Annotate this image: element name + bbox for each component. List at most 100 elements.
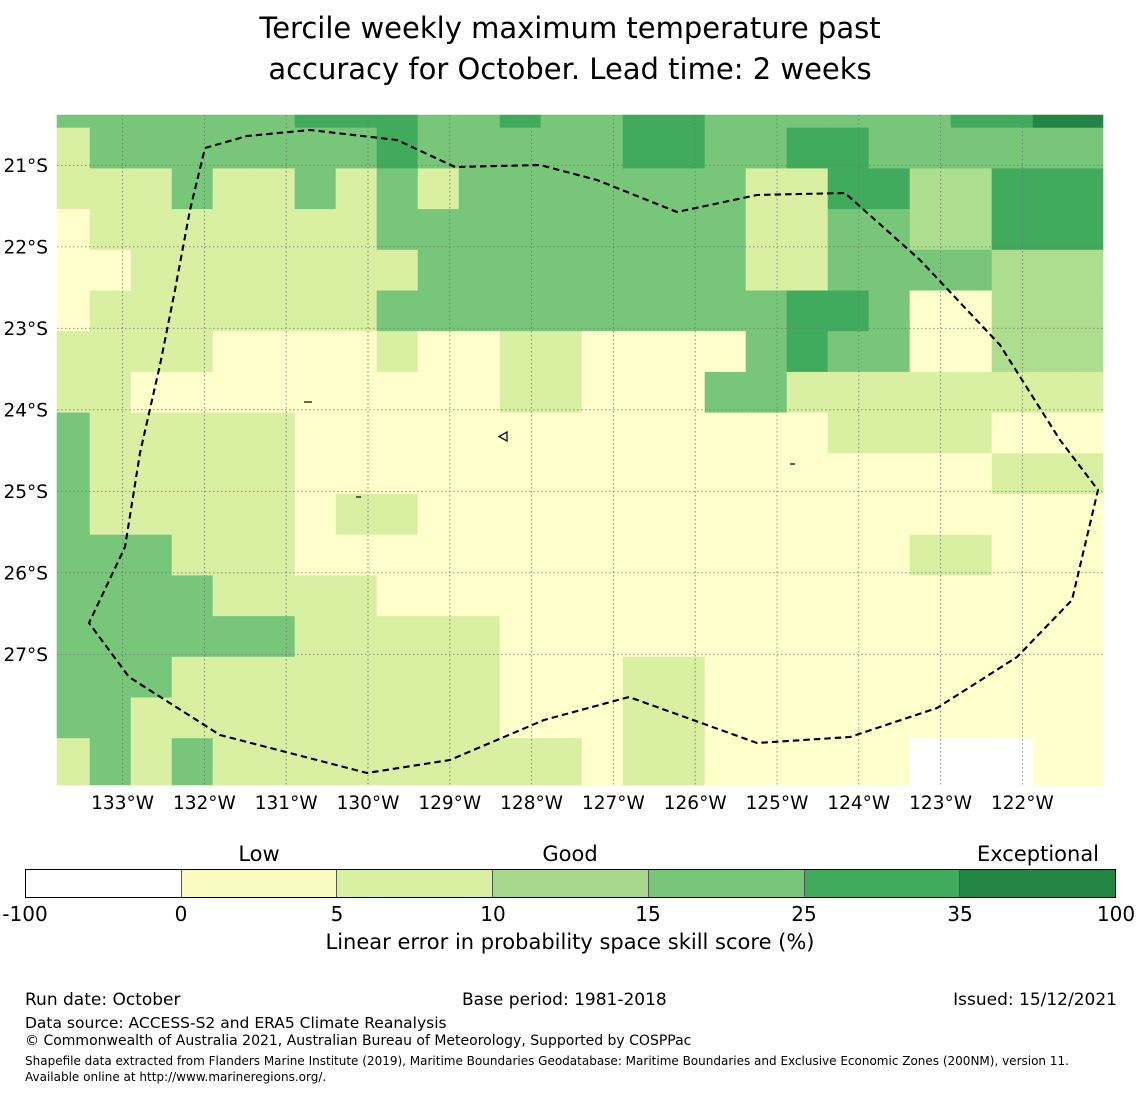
map-cell <box>663 616 706 658</box>
map-cell <box>704 249 747 292</box>
map-cell <box>909 494 952 536</box>
map-cell <box>663 114 706 129</box>
map-cell <box>622 778 665 786</box>
map-cell <box>417 534 460 576</box>
map-cell <box>663 209 706 251</box>
copyright-text: © Commonwealth of Australia 2021, Austra… <box>25 1033 692 1049</box>
map-cell <box>991 575 1034 617</box>
map-cell <box>458 534 501 576</box>
map-cell <box>1073 209 1104 251</box>
map-cell <box>212 168 255 210</box>
map-cell <box>335 331 378 373</box>
map-cell <box>663 656 706 699</box>
map-cell <box>376 656 419 699</box>
colorbar-tick-label: 25 <box>791 902 817 926</box>
colorbar-segment <box>26 870 182 897</box>
map-cell <box>581 290 624 332</box>
map-cell <box>294 290 337 332</box>
map-cell <box>89 331 132 373</box>
map-cell <box>253 778 296 786</box>
map-cell <box>294 127 337 169</box>
map-cell <box>868 778 911 786</box>
map-cell <box>417 656 460 699</box>
map-cell <box>909 371 952 414</box>
map-cell <box>745 697 788 739</box>
map-cell <box>909 453 952 495</box>
y-axis-label: 22°S <box>3 237 48 258</box>
map-cell <box>130 534 173 576</box>
map-cell <box>581 371 624 414</box>
map-cell <box>540 494 583 536</box>
map-cell <box>786 249 829 292</box>
map-cell <box>581 656 624 699</box>
map-area: 133°W 132°W 131°W 130°W 129°W 128°W 127°W 126°W… <box>0 110 1140 820</box>
map-cell <box>417 331 460 373</box>
map-cell <box>89 127 132 169</box>
map-cell <box>294 453 337 495</box>
map-cell <box>56 575 91 617</box>
map-cell <box>294 249 337 292</box>
map-cell <box>950 290 993 332</box>
map-cell <box>540 127 583 169</box>
map-cell <box>909 656 952 699</box>
map-cell <box>909 575 952 617</box>
map-cell <box>663 127 706 169</box>
map-cell <box>253 738 296 780</box>
map-cell <box>253 290 296 332</box>
map-cell <box>56 209 91 251</box>
map-cell <box>868 290 911 332</box>
map-cell <box>786 412 829 454</box>
map-cell <box>581 494 624 536</box>
map-cell <box>1073 127 1104 169</box>
map-cell <box>89 371 132 414</box>
map-cell <box>417 738 460 780</box>
colorbar-tick-label: 0 <box>174 902 188 926</box>
map-cell <box>663 331 706 373</box>
map-cell <box>991 249 1034 292</box>
map-cell <box>622 738 665 780</box>
map-cell <box>1073 290 1104 332</box>
map-cell <box>253 249 296 292</box>
map-cell <box>745 412 788 454</box>
map-cell <box>1073 738 1104 780</box>
run-date-text: Run date: October <box>25 990 181 1010</box>
map-cell <box>827 114 870 129</box>
map-cell <box>950 331 993 373</box>
map-cell <box>376 534 419 576</box>
y-axis-label: 23°S <box>3 319 48 340</box>
map-cell <box>253 168 296 210</box>
map-cell <box>253 412 296 454</box>
colorbar-tick-label: 5 <box>330 902 344 926</box>
map-cell <box>499 494 542 536</box>
map-cell <box>253 331 296 373</box>
map-cell <box>663 412 706 454</box>
map-cell <box>499 697 542 739</box>
map-cell <box>89 778 132 786</box>
map-cell <box>458 575 501 617</box>
map-cell <box>622 616 665 658</box>
map-cell <box>827 778 870 786</box>
map-cell <box>89 575 132 617</box>
map-cell <box>991 209 1034 251</box>
map-cell <box>745 616 788 658</box>
map-cell <box>868 738 911 780</box>
map-cell <box>1073 534 1104 576</box>
map-cell <box>786 209 829 251</box>
map-cell <box>499 209 542 251</box>
map-cell <box>1032 738 1075 780</box>
map-cell <box>540 616 583 658</box>
map-cell <box>376 209 419 251</box>
map-cell <box>704 331 747 373</box>
map-cell <box>950 778 993 786</box>
map-cell <box>827 290 870 332</box>
map-cell <box>417 616 460 658</box>
map-cell <box>909 412 952 454</box>
map-cell <box>171 575 214 617</box>
map-cell <box>704 656 747 699</box>
map-cell <box>1032 453 1075 495</box>
map-cell <box>130 127 173 169</box>
x-axis-label: 126°W <box>664 793 727 814</box>
map-cell <box>417 778 460 786</box>
map-cell <box>786 114 829 129</box>
map-cell <box>1073 656 1104 699</box>
